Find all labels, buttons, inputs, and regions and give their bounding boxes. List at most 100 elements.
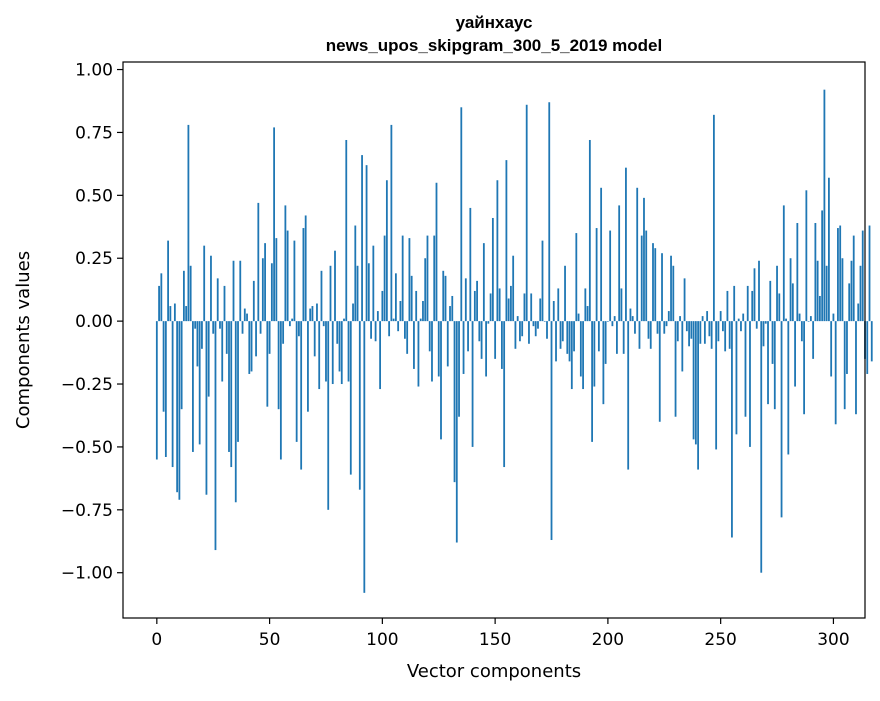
bar-2 bbox=[160, 273, 163, 322]
bar-159 bbox=[514, 321, 517, 349]
bar-259 bbox=[740, 321, 742, 332]
bar-255 bbox=[731, 321, 733, 538]
bar-48 bbox=[264, 243, 266, 322]
bar-167 bbox=[532, 321, 535, 327]
bar-249 bbox=[717, 321, 720, 342]
bar-214 bbox=[638, 321, 641, 349]
bar-128 bbox=[444, 275, 447, 322]
bar-281 bbox=[789, 258, 792, 322]
bar-190 bbox=[584, 288, 587, 322]
bar-245 bbox=[708, 321, 711, 337]
bar-277 bbox=[780, 321, 783, 518]
bar-61 bbox=[293, 240, 296, 322]
bar-228 bbox=[670, 255, 672, 322]
x-tick-label: 300 bbox=[817, 630, 849, 650]
bar-196 bbox=[597, 321, 600, 352]
y-tick-label: −0.75 bbox=[61, 501, 113, 521]
bar-312 bbox=[859, 265, 862, 322]
bar-38 bbox=[241, 321, 244, 334]
bar-120 bbox=[426, 235, 429, 322]
bar-180 bbox=[561, 321, 564, 342]
bar-19 bbox=[198, 321, 201, 445]
bar-235 bbox=[685, 321, 688, 332]
bar-299 bbox=[830, 321, 833, 377]
bar-122 bbox=[431, 321, 433, 382]
bar-109 bbox=[401, 235, 404, 322]
bar-185 bbox=[573, 321, 575, 352]
bar-45 bbox=[257, 202, 260, 322]
bar-280 bbox=[787, 321, 790, 455]
bar-213 bbox=[636, 187, 639, 322]
bar-37 bbox=[239, 260, 242, 322]
bar-16 bbox=[192, 321, 194, 452]
bar-74 bbox=[322, 321, 325, 327]
bar-13 bbox=[185, 306, 188, 322]
bar-253 bbox=[726, 290, 729, 322]
bar-151 bbox=[496, 180, 499, 322]
bar-85 bbox=[347, 321, 350, 382]
bar-154 bbox=[503, 321, 506, 468]
bar-116 bbox=[417, 321, 420, 387]
chart-title-line-1: уайнхаус bbox=[456, 13, 533, 32]
bar-27 bbox=[216, 278, 219, 322]
bar-279 bbox=[785, 318, 787, 322]
bar-86 bbox=[349, 321, 352, 475]
bar-220 bbox=[652, 243, 654, 322]
bar-304 bbox=[841, 258, 844, 322]
bar-41 bbox=[248, 321, 251, 374]
bar-191 bbox=[586, 306, 589, 322]
bar-91 bbox=[361, 155, 363, 322]
y-tick-label: 0.25 bbox=[75, 249, 113, 269]
bar-283 bbox=[794, 321, 796, 387]
bar-163 bbox=[523, 293, 526, 322]
bar-215 bbox=[640, 235, 643, 322]
bar-252 bbox=[724, 321, 727, 352]
bar-115 bbox=[415, 290, 418, 322]
bar-158 bbox=[512, 255, 515, 322]
bar-42 bbox=[250, 321, 253, 372]
bar-49 bbox=[266, 321, 269, 407]
bar-201 bbox=[609, 230, 612, 322]
bar-25 bbox=[212, 321, 215, 334]
bar-31 bbox=[225, 321, 228, 354]
bar-63 bbox=[298, 321, 300, 337]
bar-62 bbox=[295, 321, 298, 442]
bar-71 bbox=[316, 303, 318, 322]
bar-112 bbox=[408, 238, 411, 322]
bar-303 bbox=[839, 225, 842, 322]
bar-307 bbox=[848, 283, 851, 322]
bar-231 bbox=[676, 321, 679, 342]
bar-210 bbox=[629, 308, 632, 322]
y-tick-label: −1.00 bbox=[61, 564, 113, 584]
bar-175 bbox=[550, 321, 553, 541]
bar-296 bbox=[823, 89, 826, 322]
bar-9 bbox=[176, 321, 179, 493]
bar-310 bbox=[855, 321, 857, 415]
bar-248 bbox=[715, 321, 718, 450]
bar-105 bbox=[392, 318, 395, 322]
bar-184 bbox=[570, 321, 573, 390]
bar-200 bbox=[606, 321, 609, 322]
bar-293 bbox=[816, 260, 819, 322]
bar-305 bbox=[843, 321, 846, 410]
bar-96 bbox=[372, 245, 375, 322]
bar-172 bbox=[543, 321, 546, 322]
bar-256 bbox=[733, 285, 736, 322]
bar-193 bbox=[591, 321, 593, 442]
chart-title-line-2: news_upos_skipgram_300_5_2019 model bbox=[326, 36, 662, 55]
bar-187 bbox=[577, 313, 580, 322]
x-tick-label: 200 bbox=[592, 630, 624, 650]
bar-150 bbox=[494, 321, 497, 359]
bar-173 bbox=[546, 321, 548, 339]
bar-55 bbox=[279, 321, 282, 460]
bar-53 bbox=[275, 238, 278, 322]
bar-219 bbox=[649, 321, 652, 349]
bar-301 bbox=[834, 321, 837, 425]
bar-84 bbox=[345, 139, 348, 322]
bar-238 bbox=[692, 321, 695, 440]
bar-143 bbox=[478, 321, 481, 342]
bar-28 bbox=[219, 321, 221, 329]
bar-129 bbox=[446, 321, 449, 367]
bar-72 bbox=[318, 321, 321, 390]
